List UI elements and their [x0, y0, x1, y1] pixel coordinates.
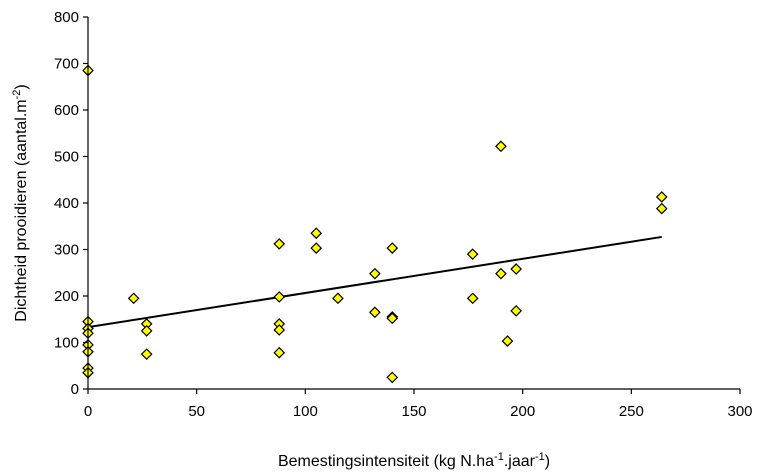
- ticks-layer: 0 100 200 300 400 500 600 700 800 0 50 100 150 200 250…: [54, 9, 753, 420]
- data-point: [310, 227, 323, 240]
- data-point: [655, 202, 668, 215]
- data-point: [273, 324, 286, 336]
- y-axis-title-part: Dichtheid prooidieren (aantal.m: [13, 99, 30, 321]
- data-point: [466, 292, 479, 305]
- y-tick-label: 500: [54, 149, 79, 166]
- data-point: [386, 242, 399, 254]
- y-tick-label: 100: [54, 335, 79, 352]
- data-point: [127, 292, 140, 305]
- trendline-layer: [87, 235, 662, 329]
- data-point: [140, 348, 153, 360]
- x-tick-label: 250: [619, 403, 644, 420]
- data-point: [386, 371, 399, 384]
- axes-layer: [87, 17, 740, 390]
- y-tick-label: 300: [54, 242, 79, 259]
- x-tick-label: 150: [401, 403, 426, 420]
- data-point: [466, 248, 479, 260]
- x-axis-title-part: Bemestingsintensiteit (kg N.ha: [278, 453, 494, 470]
- data-point: [273, 238, 286, 250]
- data-point: [310, 242, 323, 254]
- data-point: [273, 346, 286, 359]
- y-tick-label: 200: [54, 288, 79, 305]
- data-point: [495, 140, 507, 153]
- data-point: [510, 263, 522, 275]
- y-tick-label: 800: [54, 9, 79, 26]
- y-tick-label: 0: [71, 381, 79, 398]
- x-axis-title-part: .jaar: [504, 453, 536, 470]
- data-point: [501, 335, 514, 347]
- x-tick-label: 50: [188, 403, 205, 420]
- data-point: [140, 325, 153, 337]
- x-axis-title: Bemestingsintensiteit (kg N.ha-1.jaar-1): [278, 451, 550, 470]
- x-tick-label: 300: [727, 403, 752, 420]
- y-tick-label: 400: [54, 195, 79, 212]
- x-axis-title-part: ): [545, 453, 550, 470]
- data-point: [369, 306, 381, 319]
- data-point: [655, 191, 668, 203]
- data-point: [495, 267, 507, 280]
- x-axis-title-superscript: -1: [494, 451, 504, 463]
- y-axis-title-superscript: -2: [11, 90, 23, 100]
- y-tick-label: 700: [54, 56, 79, 73]
- points-layer: [82, 64, 668, 384]
- data-point: [332, 292, 344, 305]
- trendline: [87, 235, 662, 329]
- x-tick-label: 0: [84, 403, 92, 420]
- x-tick-label: 200: [510, 403, 535, 420]
- y-axis-title-part: ): [13, 84, 30, 89]
- data-point: [386, 312, 399, 325]
- data-point: [273, 291, 286, 303]
- data-point: [510, 305, 522, 317]
- y-axis-title: Dichtheid prooidieren (aantal.m-2): [11, 84, 30, 321]
- x-tick-label: 100: [293, 403, 318, 420]
- y-tick-label: 600: [54, 102, 79, 119]
- x-axis-title-superscript: -1: [535, 451, 545, 463]
- data-point: [369, 267, 381, 280]
